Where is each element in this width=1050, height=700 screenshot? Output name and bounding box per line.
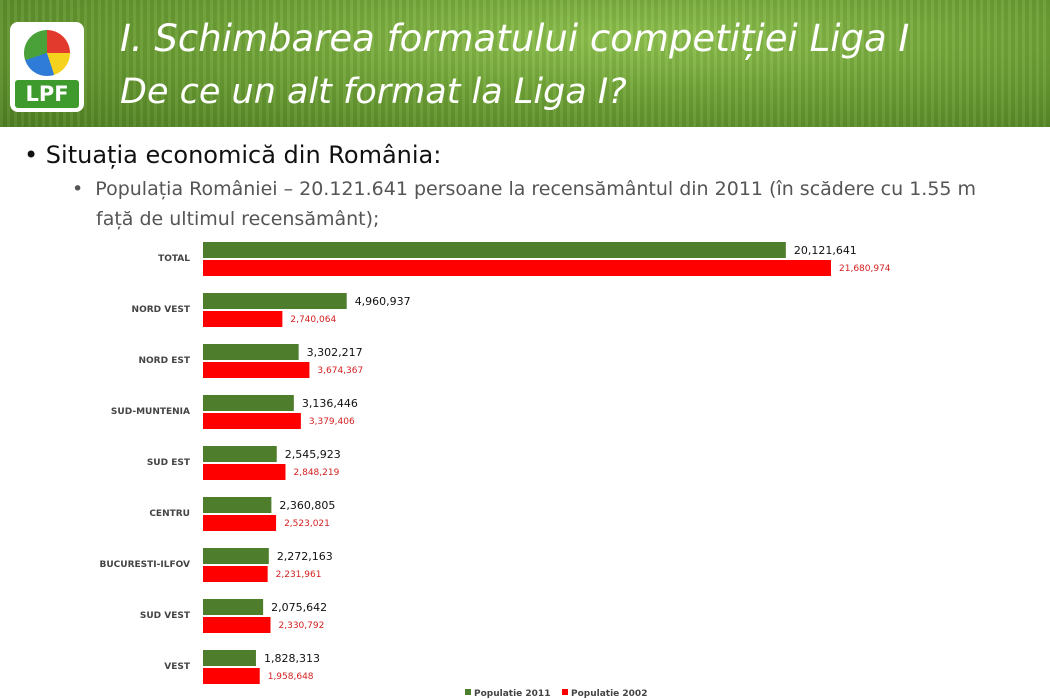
category-label-centru: CENTRU	[149, 509, 190, 519]
header-banner: LPF I. Schimbarea formatului competiției…	[0, 0, 1050, 127]
data-label-2002-total: 21,680,974	[839, 264, 891, 274]
category-label-sud-est: SUD EST	[147, 458, 191, 468]
bar-2011-nord-vest	[203, 293, 347, 309]
bar-2002-sud-est	[203, 464, 286, 480]
bar-2002-nord-est	[203, 362, 310, 378]
data-label-2011-bucuresti-ilfov: 2,272,163	[277, 550, 333, 563]
category-label-bucuresti-ilfov: BUCURESTI-ILFOV	[100, 560, 191, 570]
bar-2002-sud-muntenia	[203, 413, 301, 429]
legend-swatch-2011	[465, 689, 471, 695]
bullet-economic-situation: • Situația economică din România:	[24, 139, 441, 171]
category-label-vest: VEST	[164, 662, 191, 672]
data-label-2011-nord-est: 3,302,217	[307, 346, 363, 359]
bar-2011-bucuresti-ilfov	[203, 548, 269, 564]
data-label-2011-vest: 1,828,313	[264, 652, 320, 665]
bullet2-text-line1: Populația României – 20.121.641 persoane…	[95, 178, 977, 200]
bullet-dot-icon: •	[24, 141, 46, 169]
legend-label-2002: Populatie 2002	[571, 689, 647, 699]
data-label-2002-nord-est: 3,674,367	[317, 366, 363, 376]
category-label-nord-est: NORD EST	[139, 356, 191, 366]
bar-2011-vest	[203, 650, 256, 666]
data-label-2002-bucuresti-ilfov: 2,231,961	[276, 570, 322, 580]
legend-label-2011: Populatie 2011	[474, 689, 550, 699]
bar-2011-sud-muntenia	[203, 395, 294, 411]
data-label-2002-nord-vest: 2,740,064	[290, 315, 336, 325]
legend-swatch-2002	[562, 689, 568, 695]
bar-2002-sud-vest	[203, 617, 271, 633]
bar-2011-sud-vest	[203, 599, 264, 615]
category-label-sud-muntenia: SUD-MUNTENIA	[111, 407, 190, 417]
data-label-2002-centru: 2,523,021	[284, 519, 330, 529]
data-label-2011-sud-muntenia: 3,136,446	[302, 397, 358, 410]
data-label-2002-sud-est: 2,848,219	[294, 468, 340, 478]
category-label-sud-vest: SUD VEST	[140, 611, 191, 621]
ball-icon	[24, 30, 70, 76]
bar-2011-centru	[203, 497, 272, 513]
data-label-2011-centru: 2,360,805	[279, 499, 335, 512]
bullet-population: • Populația României – 20.121.641 persoa…	[72, 177, 976, 202]
data-label-2011-sud-vest: 2,075,642	[271, 601, 327, 614]
data-label-2011-total: 20,121,641	[794, 244, 857, 257]
data-label-2002-vest: 1,958,648	[268, 672, 314, 682]
bar-2002-total	[203, 260, 831, 276]
bar-2002-centru	[203, 515, 277, 531]
data-label-2011-sud-est: 2,545,923	[285, 448, 341, 461]
bar-2002-nord-vest	[203, 311, 283, 327]
bar-2002-bucuresti-ilfov	[203, 566, 268, 582]
data-label-2002-sud-vest: 2,330,792	[279, 621, 325, 631]
bullet-dot-icon: •	[72, 178, 96, 200]
bullet-population-line2: față de ultimul recensământ);	[96, 208, 380, 230]
data-label-2002-sud-muntenia: 3,379,406	[309, 417, 355, 427]
category-label-total: TOTAL	[158, 254, 190, 264]
category-label-nord-vest: NORD VEST	[132, 305, 191, 315]
bar-2011-nord-est	[203, 344, 299, 360]
bar-2002-vest	[203, 668, 260, 684]
lpf-logo: LPF	[10, 22, 84, 112]
bar-2011-sud-est	[203, 446, 277, 462]
logo-text: LPF	[15, 80, 79, 108]
bar-2011-total	[203, 242, 786, 258]
page-title: I. Schimbarea formatului competiției Lig…	[120, 17, 910, 60]
data-label-2011-nord-vest: 4,960,937	[355, 295, 411, 308]
bullet1-text: Situația economică din România:	[45, 141, 442, 169]
page-subtitle: De ce un alt format la Liga I?	[120, 72, 627, 112]
